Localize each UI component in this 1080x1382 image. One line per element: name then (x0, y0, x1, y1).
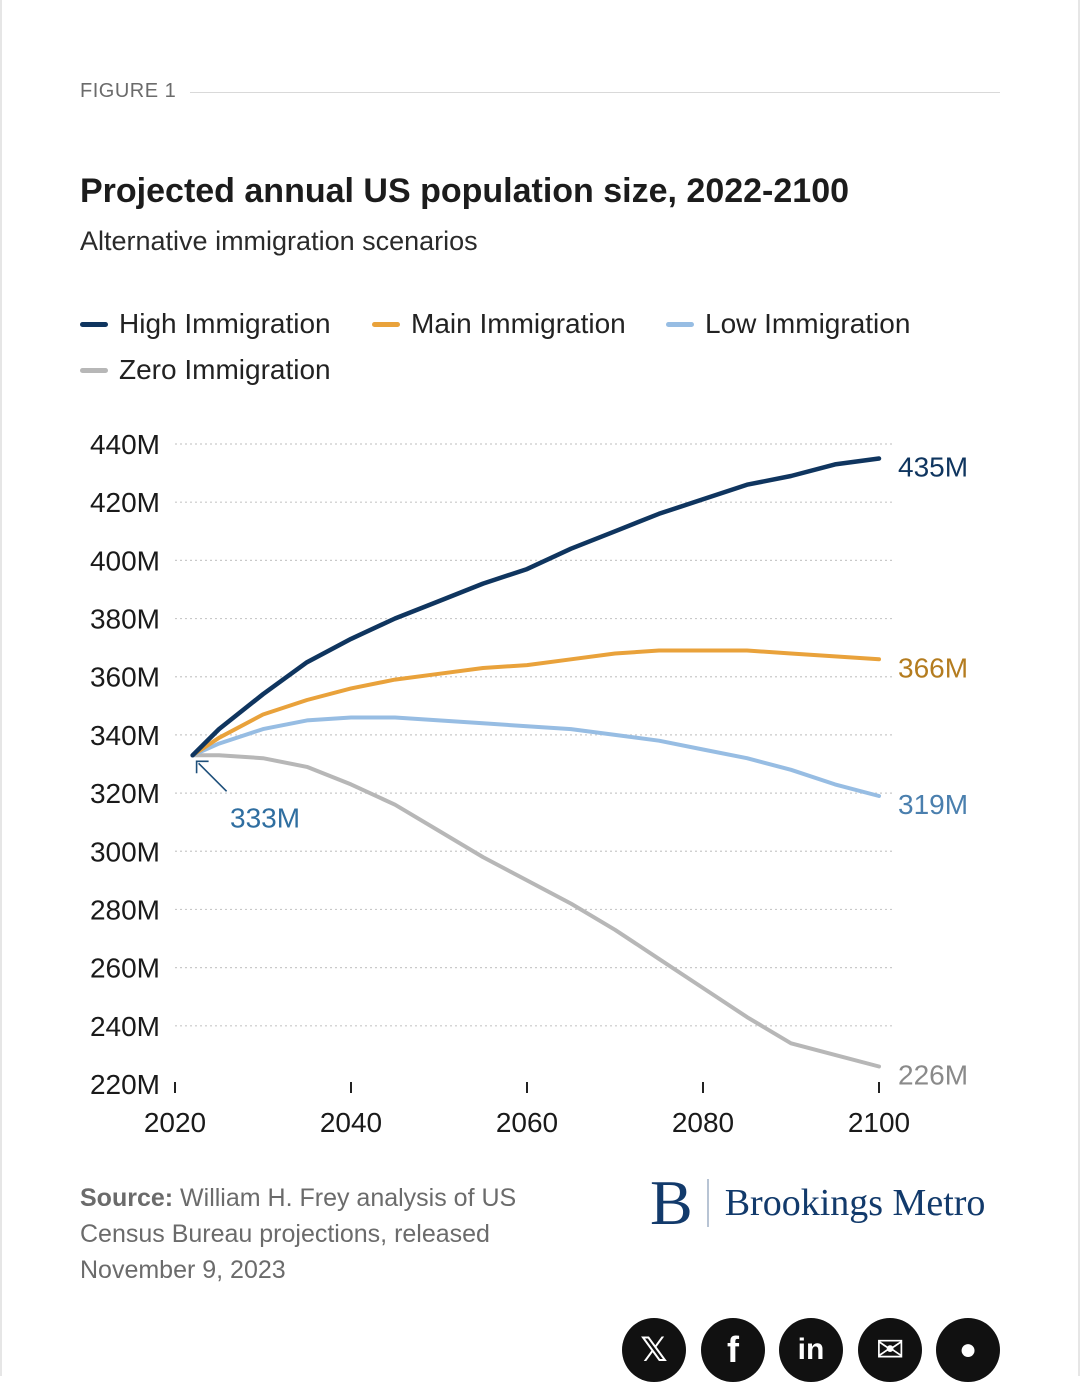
x-tick-label: 2040 (320, 1107, 382, 1138)
y-tick-label: 380M (90, 604, 160, 635)
y-tick-label: 340M (90, 720, 160, 751)
source-label: Source: (80, 1184, 174, 1212)
legend-swatch-high (80, 321, 108, 327)
chart-title: Projected annual US population size, 202… (80, 172, 850, 210)
legend-label-high: High Immigration (119, 308, 331, 339)
y-tick-label: 280M (90, 894, 160, 925)
x-tick-label: 2060 (496, 1107, 558, 1138)
y-tick-label: 360M (90, 662, 160, 693)
annotation-arrow-shaft (198, 762, 228, 792)
chart-series-lines (190, 456, 882, 1069)
legend-swatch-low (666, 321, 694, 327)
logo-mark: B (650, 1167, 693, 1238)
legend-item-zero: Zero Immigration (80, 350, 331, 390)
y-tick-label: 420M (90, 487, 160, 518)
figure-label: FIGURE 1 (80, 80, 177, 102)
y-tick-label: 240M (90, 1011, 160, 1042)
brookings-metro-logo: B Brookings Metro (650, 1168, 985, 1238)
x-tick-label: 2100 (848, 1107, 910, 1138)
legend-item-main: Main Immigration (372, 304, 626, 344)
linkedin-icon: in (797, 1333, 825, 1366)
legend-label-low: Low Immigration (705, 308, 911, 339)
y-tick-label: 440M (90, 429, 160, 460)
share-facebook-button[interactable]: f (701, 1318, 765, 1382)
population-line-chart: 220M 240M 260M 280M 300M 320M 340M 360M 380M 400M… (90, 429, 968, 1138)
end-label-main-immigration: 366M (898, 652, 968, 683)
facebook-icon: f (727, 1329, 739, 1370)
series-line-high-immigration (190, 456, 882, 758)
share-x-button[interactable]: 𝕏 (622, 1318, 686, 1382)
figure-rule (190, 92, 1000, 93)
legend-label-main: Main Immigration (411, 308, 626, 339)
y-tick-label: 400M (90, 545, 160, 576)
x-tick-label: 2080 (672, 1107, 734, 1138)
end-label-low-immigration: 319M (898, 789, 968, 820)
chart-subtitle: Alternative immigration scenarios (80, 226, 478, 256)
y-tick-label: 260M (90, 953, 160, 984)
legend-label-zero: Zero Immigration (119, 354, 331, 385)
logo-divider (706, 1179, 709, 1227)
figure-header: FIGURE 1 (80, 80, 1000, 106)
share-reddit-button[interactable]: ● (936, 1318, 1000, 1382)
reddit-icon: ● (958, 1333, 978, 1366)
page-edge-left (0, 0, 2, 1376)
chart-gridlines (175, 443, 895, 1027)
email-icon: ✉ (875, 1331, 905, 1369)
x-icon: 𝕏 (640, 1331, 668, 1369)
share-email-button[interactable]: ✉ (858, 1318, 922, 1382)
logo-text: Brookings Metro (724, 1182, 986, 1224)
end-label-zero-immigration: 226M (898, 1060, 968, 1091)
legend-swatch-main (372, 321, 400, 327)
page-edge-right (1078, 0, 1080, 1376)
y-tick-label: 300M (90, 836, 160, 867)
chart-legend: High Immigration Main Immigration Low Im… (80, 300, 1000, 396)
y-tick-label: 320M (90, 778, 160, 809)
series-line-zero-immigration (190, 753, 881, 1069)
x-tick-label: 2020 (144, 1107, 206, 1138)
end-label-high-immigration: 435M (898, 452, 968, 483)
source-text: William H. Frey analysis of US Census Bu… (80, 1184, 517, 1284)
chart-end-labels: 435M 366M 319M 226M 333M (195, 452, 968, 1091)
y-tick-label: 220M (90, 1069, 160, 1100)
x-axis: 2020 2040 2060 2080 2100 (144, 1082, 910, 1138)
annotation-start-label: 333M (230, 802, 300, 833)
legend-item-high: High Immigration (80, 304, 331, 344)
legend-swatch-zero (80, 367, 108, 373)
y-axis-ticks: 220M 240M 260M 280M 300M 320M 340M 360M 380M 400M… (90, 429, 160, 1100)
legend-item-low: Low Immigration (666, 304, 910, 344)
series-line-low-immigration (190, 715, 881, 798)
series-line-main-immigration (190, 648, 881, 758)
annotation-arrow-head (195, 760, 209, 774)
share-linkedin-button[interactable]: in (779, 1318, 843, 1382)
source-note: Source: William H. Frey analysis of US C… (80, 1180, 600, 1288)
